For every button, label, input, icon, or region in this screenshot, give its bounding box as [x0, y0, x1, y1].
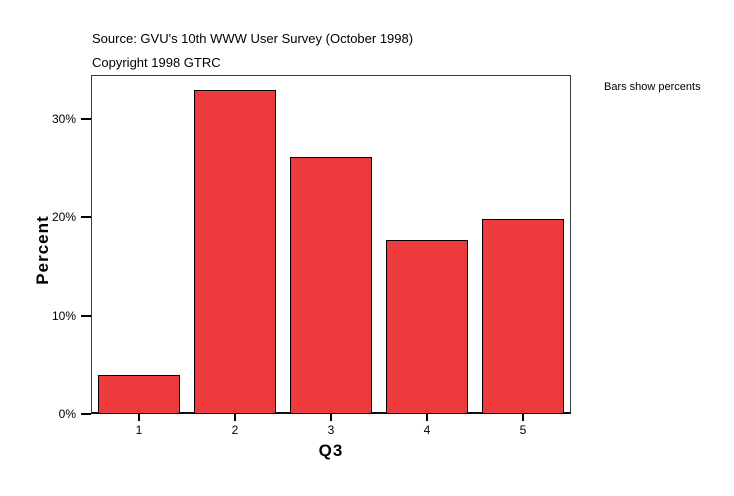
x-tick-label: 1 — [135, 423, 143, 437]
y-tick — [81, 315, 91, 317]
x-tick-label: 2 — [231, 423, 239, 437]
y-tick — [81, 118, 91, 120]
chart-title: Source: GVU's 10th WWW User Survey (Octo… — [92, 31, 414, 46]
bar-4 — [386, 240, 468, 414]
bar-3 — [290, 157, 372, 414]
x-tick — [234, 414, 236, 421]
y-tick-label: 0% — [58, 407, 76, 421]
bars-note: Bars show percents — [604, 81, 701, 93]
y-tick-label: 30% — [51, 112, 76, 126]
bar-2 — [194, 90, 276, 414]
bar-5 — [482, 219, 564, 414]
x-tick-label: 3 — [327, 423, 335, 437]
y-tick-label: 20% — [51, 210, 76, 224]
x-tick — [138, 414, 140, 421]
y-tick-label: 10% — [51, 309, 76, 323]
y-axis-title: Percent — [33, 215, 52, 285]
x-tick — [522, 414, 524, 421]
x-axis-title: Q3 — [318, 441, 344, 460]
y-tick — [81, 216, 91, 218]
bar-1 — [98, 375, 180, 414]
x-tick — [426, 414, 428, 421]
x-tick-label: 4 — [423, 423, 431, 437]
chart-subtitle: Copyright 1998 GTRC — [92, 55, 221, 70]
x-tick — [330, 414, 332, 421]
x-tick-label: 5 — [519, 423, 527, 437]
y-tick — [81, 413, 91, 415]
